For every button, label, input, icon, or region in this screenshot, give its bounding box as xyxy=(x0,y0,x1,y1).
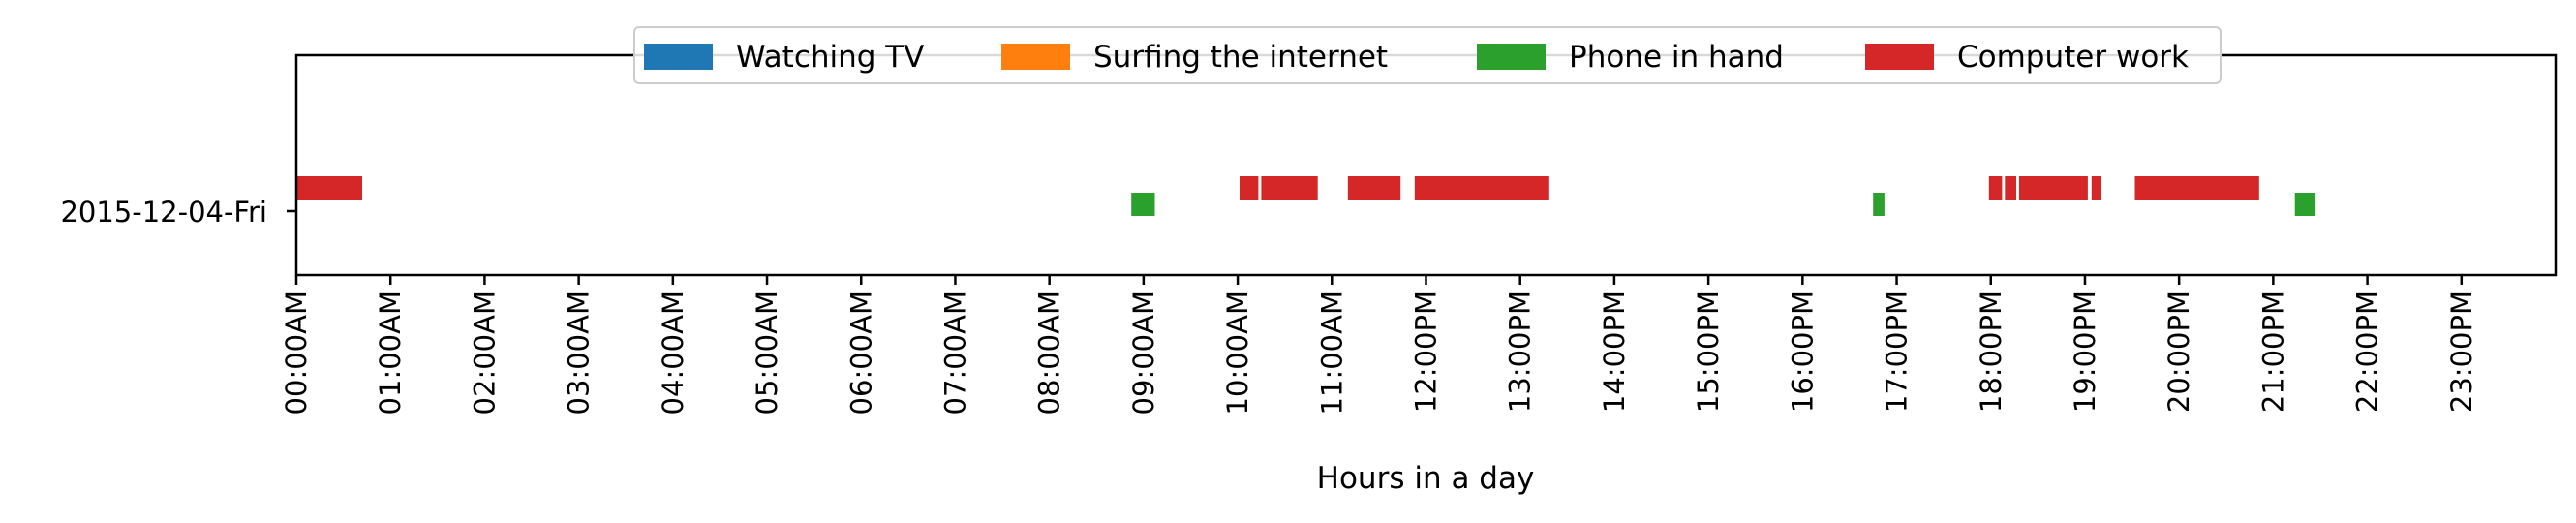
x-tick-label: 11:00AM xyxy=(1315,291,1348,415)
x-tick-label: 23:00PM xyxy=(2445,291,2478,413)
bar-phone-in-hand-0 xyxy=(1131,193,1155,216)
x-tick-label: 18:00PM xyxy=(1975,291,2008,413)
x-tick-label: 06:00AM xyxy=(844,291,877,415)
legend-swatch xyxy=(1477,44,1546,70)
x-tick-label: 22:00PM xyxy=(2351,291,2384,413)
x-tick-label: 03:00AM xyxy=(563,291,596,415)
x-tick-label: 10:00AM xyxy=(1221,291,1254,415)
x-tick-label: 00:00AM xyxy=(280,291,313,415)
legend-swatch xyxy=(1865,44,1934,70)
x-tick-label: 05:00AM xyxy=(751,291,783,415)
bar-computer-work-2 xyxy=(1261,176,1318,200)
bar-computer-work-3 xyxy=(1347,176,1401,200)
y-axis: 2015-12-04-Fri xyxy=(60,196,296,229)
bar-computer-work-8 xyxy=(2091,176,2101,200)
x-tick-label: 08:00AM xyxy=(1033,291,1066,415)
x-tick-label: 01:00AM xyxy=(374,291,407,415)
bar-computer-work-5 xyxy=(1988,176,2003,200)
x-tick-label: 02:00AM xyxy=(468,291,501,415)
y-tick-label: 2015-12-04-Fri xyxy=(60,196,267,229)
bar-phone-in-hand-2 xyxy=(2294,193,2316,216)
bar-computer-work-9 xyxy=(2134,176,2259,200)
x-tick-label: 09:00AM xyxy=(1127,291,1160,415)
x-axis-label: Hours in a day xyxy=(1317,461,1535,496)
legend-label: Computer work xyxy=(1957,40,2189,75)
x-tick-label: 16:00PM xyxy=(1786,291,1819,413)
bar-phone-in-hand-1 xyxy=(1873,193,1885,216)
legend-label: Phone in hand xyxy=(1569,40,1784,75)
x-tick-label: 19:00PM xyxy=(2069,291,2101,413)
legend-label: Surfing the internet xyxy=(1093,40,1388,75)
legend-label: Watching TV xyxy=(736,40,924,75)
x-tick-label: 15:00PM xyxy=(1692,291,1725,413)
x-tick-label: 13:00PM xyxy=(1504,291,1537,413)
bar-computer-work-4 xyxy=(1414,176,1549,200)
plot-frame xyxy=(294,53,2558,277)
legend: Watching TV Surfing the internet Phone in … xyxy=(633,26,2222,84)
x-tick-label: 12:00PM xyxy=(1410,291,1443,413)
x-tick-label: 07:00AM xyxy=(938,291,971,415)
x-tick-label: 17:00PM xyxy=(1881,291,1914,413)
bar-computer-work-6 xyxy=(2005,176,2016,200)
legend-swatch xyxy=(644,44,713,70)
bar-computer-work-0 xyxy=(296,176,362,200)
x-tick-label: 04:00AM xyxy=(657,291,690,415)
x-tick-label: 14:00PM xyxy=(1598,291,1631,413)
x-tick-label: 21:00PM xyxy=(2256,291,2289,413)
bar-computer-work-1 xyxy=(1240,176,1259,200)
x-tick-label: 20:00PM xyxy=(2162,291,2195,413)
bar-computer-work-7 xyxy=(2018,176,2088,200)
x-axis: 00:00AM 01:00AM 02:00AM 03:00AM 04:00AM 05:00… xyxy=(280,275,2478,415)
legend-swatch xyxy=(1001,44,1070,70)
chart-marks xyxy=(296,176,2316,216)
